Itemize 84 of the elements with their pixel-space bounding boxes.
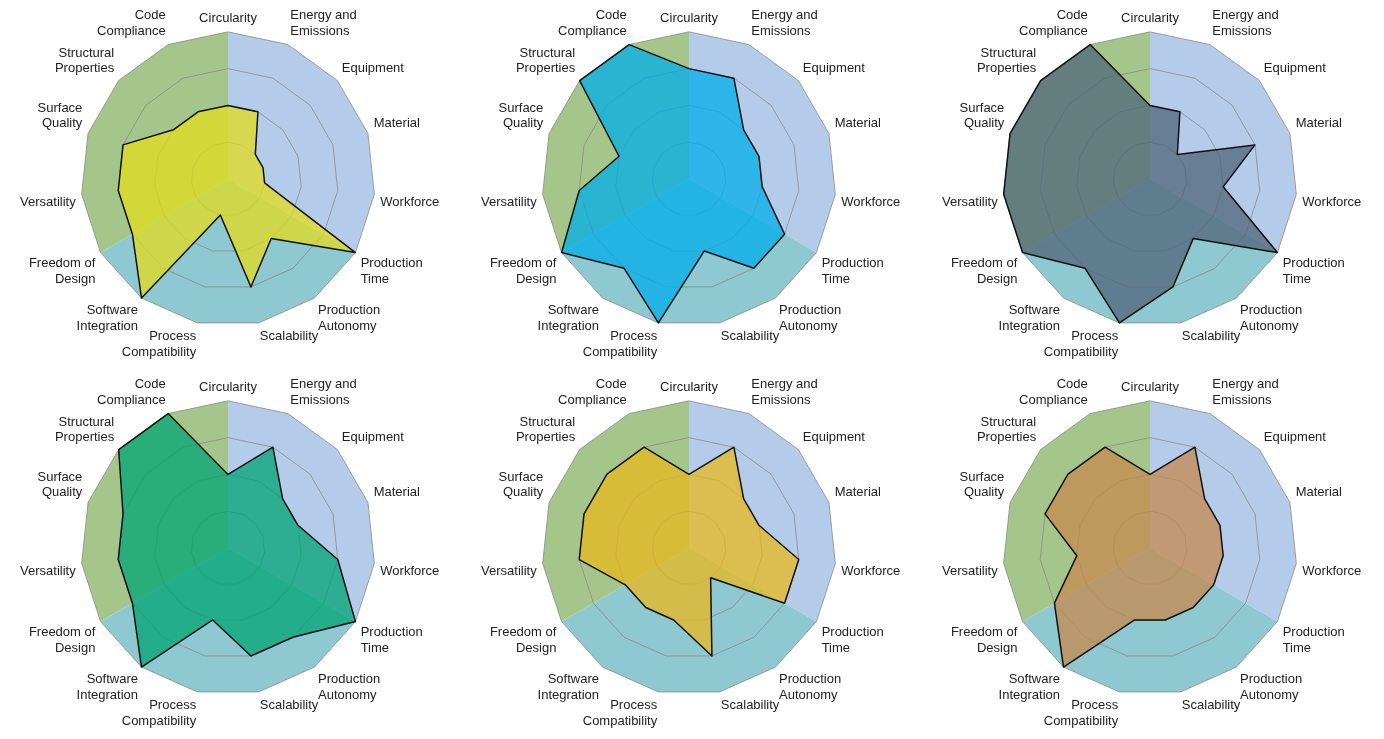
spoke-label: Structural Properties bbox=[976, 44, 1037, 76]
spoke-label: Equipment bbox=[341, 429, 405, 445]
spoke-label: Material bbox=[834, 484, 881, 500]
spoke-label: Energy and Emissions bbox=[1212, 376, 1279, 407]
spoke-label: Versatility bbox=[942, 563, 999, 579]
spoke-label: Workforce bbox=[841, 563, 901, 579]
spoke-label: Software Integration bbox=[537, 302, 599, 333]
spoke-label: Workforce bbox=[841, 194, 901, 210]
spoke-label: Energy and Emissions bbox=[290, 7, 357, 38]
spoke-label: Circularity bbox=[1121, 9, 1180, 25]
spoke-label: Equipment bbox=[1263, 429, 1327, 445]
spoke-label: Energy and Emissions bbox=[751, 376, 818, 407]
spoke-label: Structural Properties bbox=[515, 44, 576, 76]
spoke-label: Code Compliance bbox=[558, 376, 627, 407]
spoke-label: Freedom of Design bbox=[28, 254, 96, 286]
spoke-label: Circularity bbox=[660, 378, 719, 394]
spoke-label: Scalability bbox=[259, 328, 319, 344]
spoke-label: Code Compliance bbox=[97, 7, 166, 38]
spoke-label: Surface Quality bbox=[37, 468, 83, 500]
spoke-label: Structural Properties bbox=[54, 44, 115, 76]
spoke-label: Scalability bbox=[259, 697, 319, 713]
spoke-label: Production Autonomy bbox=[318, 302, 381, 333]
spoke-label: Scalability bbox=[720, 697, 780, 713]
spoke-label: Production Time bbox=[360, 254, 423, 286]
spoke-label: Scalability bbox=[1181, 328, 1241, 344]
spoke-label: Circularity bbox=[199, 9, 258, 25]
spoke-label: Equipment bbox=[341, 60, 405, 76]
spoke-label: Production Autonomy bbox=[779, 302, 842, 333]
spoke-label: Circularity bbox=[660, 9, 719, 25]
spoke-label: Workforce bbox=[380, 194, 440, 210]
spoke-label: Equipment bbox=[1263, 60, 1327, 76]
spoke-label: Software Integration bbox=[537, 671, 599, 702]
spoke-label: Equipment bbox=[802, 60, 866, 76]
spoke-label: Surface Quality bbox=[959, 99, 1005, 131]
spoke-label: Versatility bbox=[942, 194, 999, 210]
spoke-label: Freedom of Design bbox=[489, 254, 557, 286]
spoke-label: Versatility bbox=[20, 563, 77, 579]
spoke-label: Software Integration bbox=[76, 302, 138, 333]
spoke-label: Code Compliance bbox=[558, 7, 627, 38]
spoke-label: Production Autonomy bbox=[1240, 671, 1303, 702]
spoke-label: Scalability bbox=[720, 328, 780, 344]
spoke-label: Production Time bbox=[1282, 254, 1345, 286]
spoke-label: Freedom of Design bbox=[950, 254, 1018, 286]
spoke-label: Structural Properties bbox=[54, 413, 115, 445]
spoke-label: Production Time bbox=[821, 623, 884, 655]
spoke-label: Code Compliance bbox=[1019, 376, 1088, 407]
spoke-label: Workforce bbox=[380, 563, 440, 579]
spoke-label: Workforce bbox=[1302, 194, 1362, 210]
spoke-label: Versatility bbox=[481, 563, 538, 579]
spoke-label: Material bbox=[1295, 484, 1342, 500]
spoke-label: Surface Quality bbox=[37, 99, 83, 131]
spoke-label: Surface Quality bbox=[498, 99, 544, 131]
spoke-label: Production Autonomy bbox=[779, 671, 842, 702]
spoke-label: Energy and Emissions bbox=[1212, 7, 1279, 38]
spoke-label: Material bbox=[834, 115, 881, 131]
spoke-label: Versatility bbox=[481, 194, 538, 210]
spoke-label: Code Compliance bbox=[97, 376, 166, 407]
spoke-label: Software Integration bbox=[76, 671, 138, 702]
spoke-label: Freedom of Design bbox=[489, 623, 557, 655]
spoke-label: Structural Properties bbox=[976, 413, 1037, 445]
spoke-label: Energy and Emissions bbox=[751, 7, 818, 38]
spoke-label: Material bbox=[373, 484, 420, 500]
spoke-label: Production Time bbox=[360, 623, 423, 655]
spoke-label: Production Time bbox=[1282, 623, 1345, 655]
spoke-label: Material bbox=[373, 115, 420, 131]
spoke-label: Circularity bbox=[1121, 378, 1180, 394]
spoke-label: Energy and Emissions bbox=[290, 376, 357, 407]
spoke-label: Circularity bbox=[199, 378, 258, 394]
spoke-label: Surface Quality bbox=[959, 468, 1005, 500]
spoke-label: Production Time bbox=[821, 254, 884, 286]
spoke-label: Production Autonomy bbox=[318, 671, 381, 702]
spoke-label: Freedom of Design bbox=[28, 623, 96, 655]
spoke-label: Software Integration bbox=[998, 302, 1060, 333]
spoke-label: Freedom of Design bbox=[950, 623, 1018, 655]
spoke-label: Workforce bbox=[1302, 563, 1362, 579]
spoke-label: Scalability bbox=[1181, 697, 1241, 713]
spoke-label: Code Compliance bbox=[1019, 7, 1088, 38]
spoke-label: Versatility bbox=[20, 194, 77, 210]
spoke-label: Software Integration bbox=[998, 671, 1060, 702]
spoke-label: Structural Properties bbox=[515, 413, 576, 445]
spoke-label: Production Autonomy bbox=[1240, 302, 1303, 333]
spoke-label: Surface Quality bbox=[498, 468, 544, 500]
spoke-label: Material bbox=[1295, 115, 1342, 131]
spoke-label: Equipment bbox=[802, 429, 866, 445]
